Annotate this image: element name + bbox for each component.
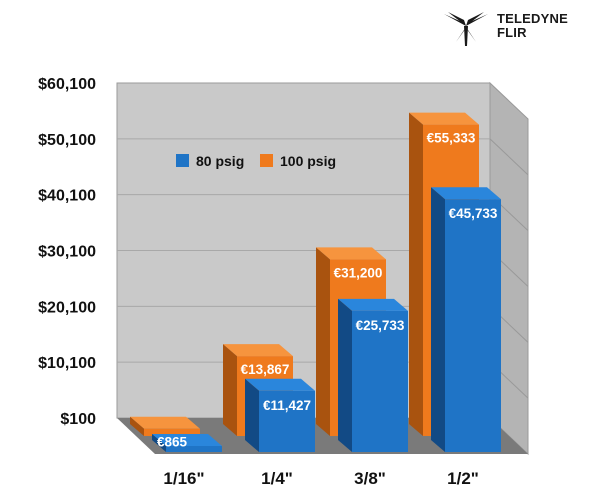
legend-label-80psig: 80 psig xyxy=(196,153,244,169)
brand-logo: TELEDYNE FLIR xyxy=(442,12,572,46)
data-label-100psig: €31,200 xyxy=(334,265,383,280)
bar-100psig-top xyxy=(409,112,479,125)
y-tick-label: $30,100 xyxy=(38,244,96,261)
y-tick-label: $10,100 xyxy=(38,355,96,372)
data-label-100psig: €13,867 xyxy=(241,362,290,377)
teledyne-flir-logo-icon xyxy=(442,12,490,46)
bar-80psig-front xyxy=(352,310,408,452)
bar-80psig-front xyxy=(445,199,501,452)
bar-80psig-side xyxy=(431,187,445,452)
data-label-80psig: €11,427 xyxy=(263,398,311,413)
bar-100psig-side xyxy=(130,416,144,436)
bar-80psig-side xyxy=(338,298,352,452)
bar-100psig-front xyxy=(144,428,200,436)
data-label-80psig: €720 xyxy=(179,453,209,468)
bar-80psig-front xyxy=(166,446,222,452)
y-tick-label: $60,100 xyxy=(38,76,96,93)
data-label-100psig: €55,333 xyxy=(427,131,476,146)
bar-80psig-side xyxy=(152,434,166,452)
legend-swatch-100psig xyxy=(260,154,273,167)
bar-80psig-top xyxy=(152,434,222,446)
y-tick-label: $20,100 xyxy=(38,299,96,316)
bar-80psig xyxy=(152,434,222,452)
legend: 80 psig 100 psig xyxy=(176,153,336,169)
bar-80psig-front xyxy=(259,390,315,452)
bar-100psig-side xyxy=(409,112,423,436)
bar-80psig-top xyxy=(338,298,408,311)
gridline-side xyxy=(489,138,529,176)
brand-line-2: FLIR xyxy=(497,25,527,40)
bar-100psig-top xyxy=(130,416,200,429)
bar-100psig-top xyxy=(316,247,386,260)
y-tick-label: $100 xyxy=(60,411,96,428)
bar-80psig-top xyxy=(245,378,315,391)
x-tick-label: 1/16" xyxy=(163,469,204,488)
bar-100psig-side xyxy=(316,247,330,436)
bar-100psig-side xyxy=(223,344,237,436)
y-tick-label: $40,100 xyxy=(38,188,96,205)
brand-wordmark: TELEDYNE FLIR xyxy=(497,12,568,40)
data-label-80psig: €45,733 xyxy=(449,206,498,221)
data-label-80psig: €25,733 xyxy=(356,318,405,333)
bar-80psig xyxy=(338,298,408,452)
x-tick-label: 3/8" xyxy=(354,469,386,488)
y-tick-label: $50,100 xyxy=(38,132,96,149)
brand-line-1: TELEDYNE xyxy=(497,11,568,26)
bar-100psig-top xyxy=(223,344,293,357)
legend-label-100psig: 100 psig xyxy=(280,153,336,169)
bar-80psig-top xyxy=(431,187,501,200)
bar-80psig xyxy=(245,378,315,452)
bar-100psig xyxy=(130,416,200,436)
data-label-100psig: €865 xyxy=(157,435,188,450)
legend-swatch-80psig xyxy=(176,154,189,167)
x-tick-label: 1/4" xyxy=(261,469,293,488)
bar-80psig-side xyxy=(245,378,259,452)
x-tick-label: 1/2" xyxy=(447,469,479,488)
bar-80psig xyxy=(431,187,501,452)
